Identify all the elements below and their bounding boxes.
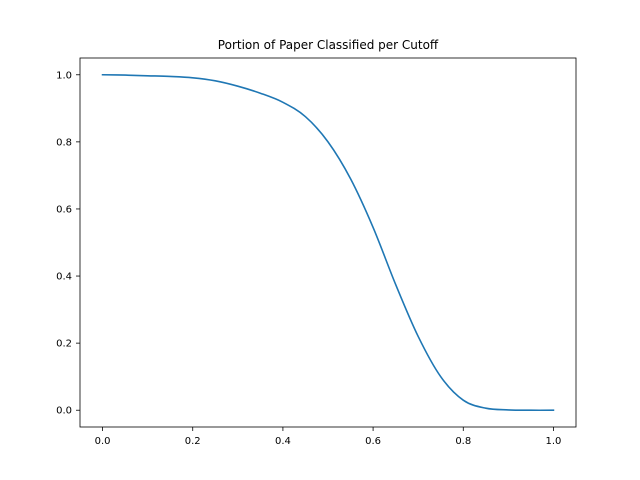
y-tick-label: 1.0 (56, 70, 72, 81)
axes-frame (79, 57, 577, 428)
y-tick-label: 0.8 (56, 137, 72, 148)
x-tick-label: 0.2 (185, 436, 201, 447)
x-tick-label: 0.0 (95, 436, 111, 447)
series-line (101, 73, 555, 412)
y-tick-label: 0.4 (56, 272, 72, 283)
x-tick-label: 0.4 (275, 436, 291, 447)
x-tick-label: 0.8 (455, 436, 471, 447)
x-tick-label: 1.0 (546, 436, 562, 447)
plot-area: 0.0 0.2 0.4 0.6 0.8 1.0 0.0 0.2 0.4 0.6 0.8 1.0 (56, 70, 561, 447)
y-tick-label: 0.2 (56, 339, 72, 350)
y-tick-label: 0.6 (56, 204, 72, 215)
x-tick-label: 0.6 (365, 436, 381, 447)
chart-title: Portion of Paper Classified per Cutoff (218, 38, 439, 52)
y-tick-label: 0.0 (56, 406, 72, 417)
